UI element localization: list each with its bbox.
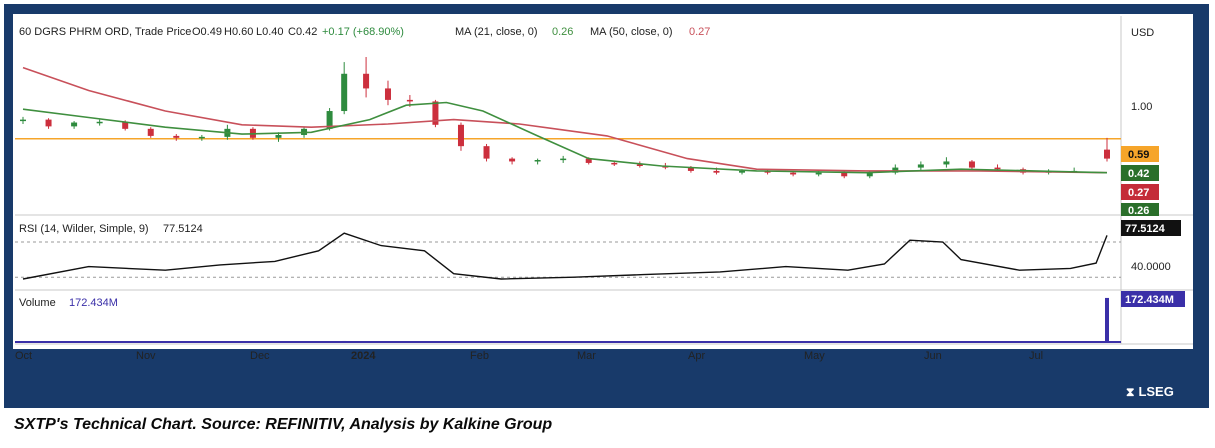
candle-body [406, 99, 413, 102]
badge-rsi: 77.5124 [1121, 220, 1181, 236]
candle-body [326, 111, 333, 129]
candle-body [739, 170, 746, 173]
svg-text:0.26: 0.26 [1128, 205, 1149, 217]
candle-body [585, 158, 592, 163]
ma21-line [22, 101, 1108, 174]
ma50-line [22, 66, 1108, 174]
svg-text:0.59: 0.59 [1128, 149, 1149, 161]
ohlc-c: C0.42 [288, 26, 317, 38]
ma21-label: MA (21, close, 0) [455, 26, 538, 38]
chart-background [13, 14, 1193, 349]
candle-body [994, 167, 1001, 170]
month-apr: Apr [688, 350, 705, 362]
rsi-value: 77.5124 [163, 223, 203, 235]
svg-text:172.434M: 172.434M [1125, 294, 1174, 306]
candle-body [122, 121, 129, 129]
rsi-label: RSI (14, Wilder, Simple, 9) [19, 223, 149, 235]
rsi-tick-40: 40.0000 [1131, 261, 1171, 273]
candle-body [560, 158, 567, 161]
candle-body [687, 167, 694, 171]
month-nov: Nov [136, 350, 156, 362]
chart-canvas: 60 DGRS PHRM ORD, Trade Price O0.49 H0.60… [13, 14, 1193, 362]
volume-bar [1083, 341, 1088, 342]
month-jun: Jun [924, 350, 942, 362]
candle-body [611, 162, 618, 165]
volume-bars [15, 297, 1121, 343]
figure-caption: SXTP's Technical Chart. Source: REFINITI… [14, 416, 553, 433]
volume-bar [342, 340, 347, 342]
month-dec: Dec [250, 350, 270, 362]
svg-text:0.27: 0.27 [1128, 187, 1149, 199]
candle-body [71, 122, 78, 127]
ma21-value: 0.26 [552, 26, 573, 38]
candle-body [841, 172, 848, 177]
rsi-path [22, 232, 1108, 280]
candle-body [384, 88, 391, 100]
candle-body [713, 170, 720, 173]
month-jul: Jul [1029, 350, 1043, 362]
candle-body [147, 128, 154, 136]
volume-value: 172.434M [69, 297, 118, 309]
candle-body [943, 161, 950, 165]
candle-body [509, 158, 516, 162]
candle-body [341, 73, 348, 112]
candle-body [363, 73, 370, 89]
candle-body [917, 164, 924, 168]
currency-label: USD [1131, 27, 1154, 39]
badge-last: 0.42 [1121, 165, 1159, 181]
ma50-value: 0.27 [689, 26, 710, 38]
lseg-mark-icon: ⧗ [1126, 385, 1135, 399]
candle-body [173, 135, 180, 138]
candle-body [20, 119, 26, 122]
ohlc-h: H0.60 [224, 26, 253, 38]
month-oct: Oct [15, 350, 32, 362]
header-instrument: 60 DGRS PHRM ORD, Trade Price [19, 26, 191, 38]
month-feb: Feb [470, 350, 489, 362]
svg-text:0.42: 0.42 [1128, 168, 1149, 180]
header-change: +0.17 (+68.90%) [322, 26, 404, 38]
candle-body [432, 101, 439, 125]
badge-ma21: 0.26 [1121, 203, 1159, 217]
candle-body [275, 134, 282, 138]
candle-body [968, 161, 975, 168]
month-2024: 2024 [351, 350, 376, 362]
volume-bar [1105, 297, 1109, 342]
ma21-path [22, 101, 1108, 174]
candle-body [483, 146, 490, 159]
badge-ma50: 0.27 [1121, 184, 1159, 200]
candle-body [198, 136, 205, 139]
ohlc-o: O0.49 [192, 26, 222, 38]
candle-body [1104, 149, 1110, 159]
badge-level: 0.59 [1121, 146, 1159, 162]
lseg-logo: ⧗ LSEG [1126, 384, 1174, 399]
candle-body [636, 164, 643, 166]
ohlc-l: L0.40 [256, 26, 284, 38]
candle-body [45, 119, 52, 127]
candle-body [790, 172, 797, 175]
month-may: May [804, 350, 825, 362]
candle-body [457, 124, 464, 147]
rsi-line [15, 232, 1121, 280]
ma50-label: MA (50, close, 0) [590, 26, 673, 38]
svg-text:77.5124: 77.5124 [1125, 223, 1166, 235]
candle-body [815, 172, 822, 175]
candle-body [534, 160, 541, 162]
candle-body [866, 172, 873, 177]
badge-volume: 172.434M [1121, 291, 1185, 307]
volume-label: Volume [19, 297, 56, 309]
header-ohlc: O0.49 H0.60 L0.40 C0.42 [192, 26, 317, 38]
month-mar: Mar [577, 350, 596, 362]
price-tick-1: 1.00 [1131, 101, 1152, 113]
ma50-path [22, 66, 1108, 174]
candle-body [96, 121, 103, 124]
